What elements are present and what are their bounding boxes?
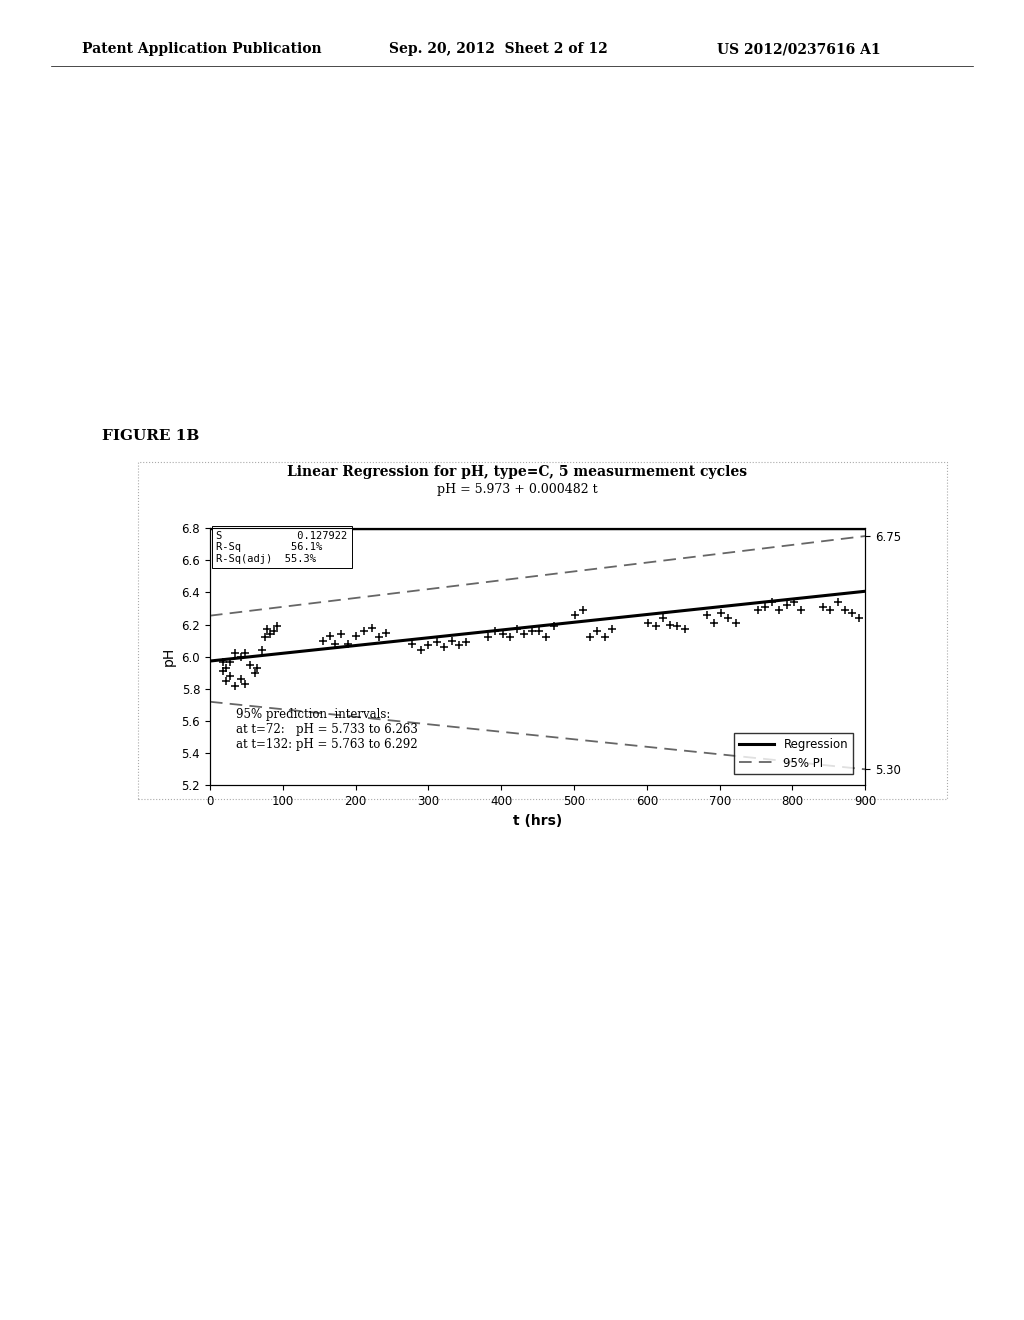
Y-axis label: pH: pH	[162, 647, 176, 667]
Text: S            0.127922
R-Sq        56.1%
R-Sq(adj)  55.3%: S 0.127922 R-Sq 56.1% R-Sq(adj) 55.3%	[216, 531, 348, 564]
Text: pH = 5.973 + 0.000482 t: pH = 5.973 + 0.000482 t	[437, 483, 597, 496]
Text: FIGURE 1B: FIGURE 1B	[102, 429, 200, 444]
Text: Sep. 20, 2012  Sheet 2 of 12: Sep. 20, 2012 Sheet 2 of 12	[389, 42, 608, 57]
X-axis label: t (hrs): t (hrs)	[513, 813, 562, 828]
Text: Linear Regression for pH, type=C, 5 measurmement cycles: Linear Regression for pH, type=C, 5 meas…	[287, 465, 748, 479]
Text: Patent Application Publication: Patent Application Publication	[82, 42, 322, 57]
Legend: Regression, 95% PI: Regression, 95% PI	[734, 733, 853, 775]
Text: 95% prediction  intervals:
at t=72:   pH = 5.733 to 6.263
at t=132: pH = 5.763 t: 95% prediction intervals: at t=72: pH = …	[237, 708, 418, 751]
Text: US 2012/0237616 A1: US 2012/0237616 A1	[717, 42, 881, 57]
